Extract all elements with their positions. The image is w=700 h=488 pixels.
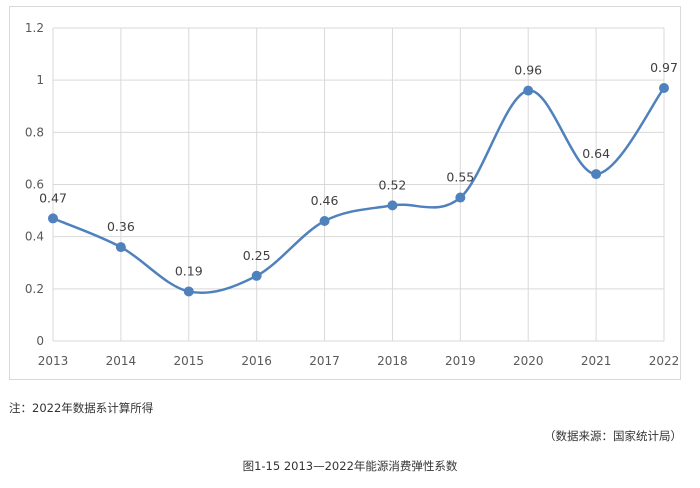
data-label: 0.25: [243, 248, 271, 263]
y-tick-label: 1.2: [25, 21, 44, 35]
data-source: （数据来源：国家统计局）: [544, 429, 682, 443]
x-tick-label: 2016: [241, 354, 272, 368]
y-tick-label: 0.8: [25, 125, 44, 139]
series-line: [52, 87, 665, 294]
x-axis-ticks: 2013 2014 2015 2016 2017 2018 2019 2020 2021 2022: [38, 354, 680, 368]
line-chart: 00.20.40.60.811.2 2013 2014 2015 2016 2017 20…: [25, 21, 680, 368]
data-label: 0.96: [514, 63, 542, 78]
y-tick-label: 0.6: [25, 178, 44, 192]
y-tick-label: 0.2: [25, 282, 44, 296]
data-point: [387, 200, 398, 211]
x-tick-label: 2015: [174, 354, 205, 368]
y-tick-label: 0.4: [25, 230, 44, 244]
data-label: 0.55: [446, 170, 474, 185]
data-point: [251, 270, 262, 281]
data-label: 0.52: [379, 177, 407, 192]
data-point: [523, 85, 534, 96]
data-label: 0.36: [107, 219, 135, 234]
x-tick-label: 2019: [445, 354, 476, 368]
x-tick-label: 2018: [377, 354, 408, 368]
series-line-layer: [52, 87, 665, 294]
x-tick-label: 2017: [309, 354, 340, 368]
data-point: [183, 286, 194, 297]
y-tick-label: 0: [36, 334, 44, 348]
data-label: 0.46: [311, 193, 339, 208]
x-tick-label: 2013: [38, 354, 69, 368]
y-tick-label: 1: [36, 73, 44, 87]
x-tick-label: 2021: [581, 354, 612, 368]
chart-frame: 0 0.2 0.4 0.6 0.8 1 1.2 2013 2014 2015 2016 2017 20…: [9, 6, 681, 380]
data-labels: 0.47 0.36 0.19 0.25 0.46 0.52 0.55 0.96 0.64 0.97: [39, 60, 678, 278]
x-tick-label: 2022: [649, 354, 680, 368]
data-label: 0.47: [39, 190, 67, 205]
data-point: [659, 82, 669, 93]
data-points: [48, 82, 669, 297]
data-point: [48, 213, 58, 224]
data-point: [455, 192, 466, 203]
x-tick-label: 2014: [106, 354, 137, 368]
data-point: [319, 216, 330, 227]
data-point: [591, 169, 602, 180]
data-label: 0.64: [582, 146, 610, 161]
data-label: 0.97: [650, 60, 678, 75]
data-label: 0.19: [175, 263, 203, 278]
figure-caption: 图1-15 2013—2022年能源消费弹性系数: [242, 459, 458, 473]
y-axis-ticks: 0 0.2 0.4 0.6 0.8 1 1.2: [25, 21, 44, 348]
data-point: [115, 242, 126, 253]
grid-lines: [52, 27, 665, 342]
x-tick-label: 2020: [513, 354, 544, 368]
chart-note: 注：2022年数据系计算所得: [9, 401, 154, 415]
